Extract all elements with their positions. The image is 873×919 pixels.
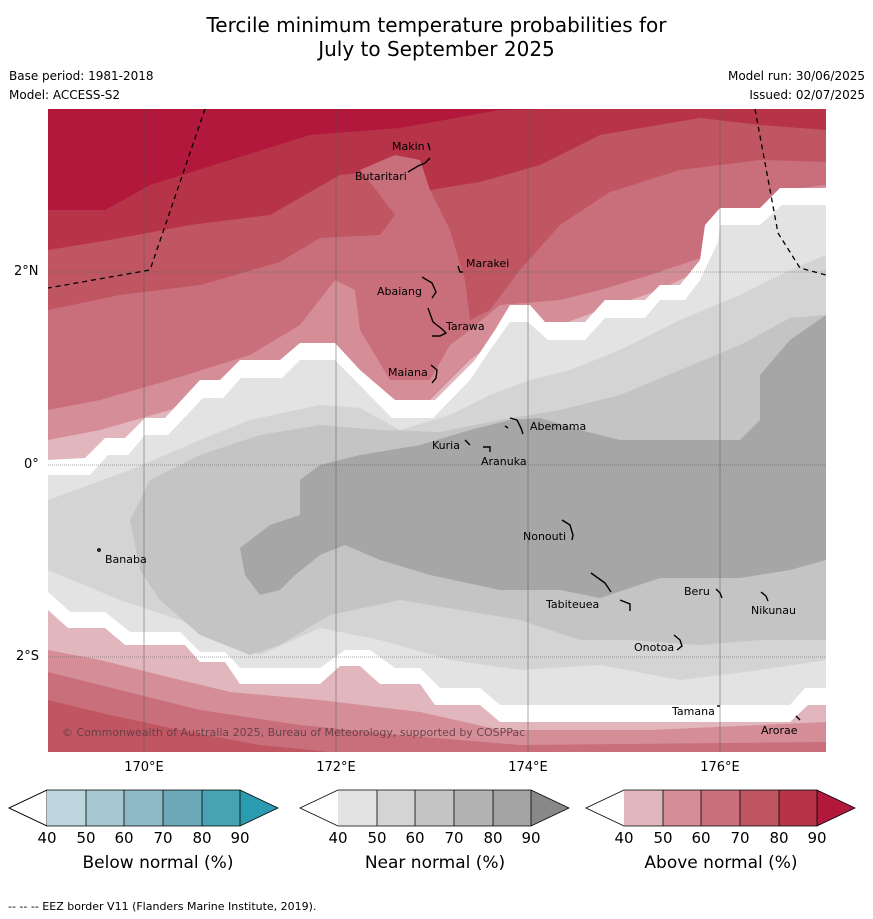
above-tick-90: 90: [807, 829, 827, 847]
lon-label-170e: 170°E: [124, 760, 164, 775]
island-label-onotoa: Onotoa: [634, 641, 674, 654]
colorbar-above: [585, 789, 856, 827]
above-tick-80: 80: [769, 829, 789, 847]
below-tick-90: 90: [230, 829, 250, 847]
map-title-line2: July to September 2025: [318, 37, 555, 61]
above-tick-70: 70: [730, 829, 750, 847]
island-label-tabiteuea: Tabiteuea: [545, 598, 599, 611]
map-title-line1: Tercile minimum temperature probabilitie…: [206, 13, 667, 37]
issued-date: Issued: 02/07/2025: [749, 88, 865, 102]
near-tick-70: 70: [444, 829, 464, 847]
colorbar-below: [8, 789, 279, 827]
island-label-banaba: Banaba: [105, 553, 147, 566]
island-label-nonouti: Nonouti: [523, 530, 566, 543]
lon-label-174e: 174°E: [508, 760, 548, 775]
near-tick-40: 40: [328, 829, 348, 847]
lat-label-2n: 2°N: [14, 264, 39, 279]
eez-legend-footer: -- -- -- EEZ border V11 (Flanders Marine…: [8, 900, 317, 913]
base-period: Base period: 1981-2018: [9, 69, 154, 83]
above-normal-label: Above normal (%): [644, 853, 798, 873]
near-tick-80: 80: [483, 829, 503, 847]
above-tick-50: 50: [653, 829, 673, 847]
island-shapes: [97, 142, 801, 721]
below-normal-label: Below normal (%): [82, 853, 234, 873]
island-label-aranuka: Aranuka: [481, 455, 527, 468]
probability-fields: Makin Butaritari Marakei Abaiang Tarawa …: [48, 109, 826, 752]
island-label-kuria: Kuria: [432, 439, 460, 452]
near-tick-50: 50: [367, 829, 387, 847]
island-label-abemama: Abemama: [530, 420, 586, 433]
island-label-butaritari: Butaritari: [355, 170, 407, 183]
near-tick-90: 90: [521, 829, 541, 847]
eez-border: [48, 109, 826, 289]
island-label-makin: Makin: [392, 140, 425, 153]
near-tick-60: 60: [405, 829, 425, 847]
near-70-region: [240, 315, 826, 598]
model-name: Model: ACCESS-S2: [9, 88, 121, 102]
island-label-maiana: Maiana: [388, 366, 428, 379]
island-label-marakei: Marakei: [466, 257, 509, 270]
near-normal-label: Near normal (%): [364, 853, 506, 873]
above-60-lower: [48, 672, 826, 752]
island-label-beru: Beru: [684, 585, 710, 598]
below-tick-80: 80: [192, 829, 212, 847]
below-tick-50: 50: [76, 829, 96, 847]
island-label-arorae: Arorae: [761, 724, 798, 737]
below-tick-40: 40: [37, 829, 57, 847]
model-run: Model run: 30/06/2025: [727, 69, 865, 83]
above-tick-60: 60: [691, 829, 711, 847]
island-label-nikunau: Nikunau: [751, 604, 796, 617]
lat-label-2s: 2°S: [16, 649, 40, 664]
copyright-notice: © Commonwealth of Australia 2025, Bureau…: [62, 726, 525, 739]
island-label-tamana: Tamana: [671, 705, 715, 718]
lon-label-176e: 176°E: [700, 760, 740, 775]
below-tick-70: 70: [153, 829, 173, 847]
above-70-lower: [48, 700, 330, 752]
lat-label-0: 0°: [24, 457, 39, 472]
below-tick-60: 60: [114, 829, 134, 847]
island-labels: Makin Butaritari Marakei Abaiang Tarawa …: [105, 140, 798, 737]
island-label-tarawa: Tarawa: [445, 320, 485, 333]
graticule: [48, 109, 826, 752]
colorbar-near: [299, 789, 570, 827]
above-tick-40: 40: [614, 829, 634, 847]
island-label-abaiang: Abaiang: [377, 285, 422, 298]
lon-label-172e: 172°E: [316, 760, 356, 775]
